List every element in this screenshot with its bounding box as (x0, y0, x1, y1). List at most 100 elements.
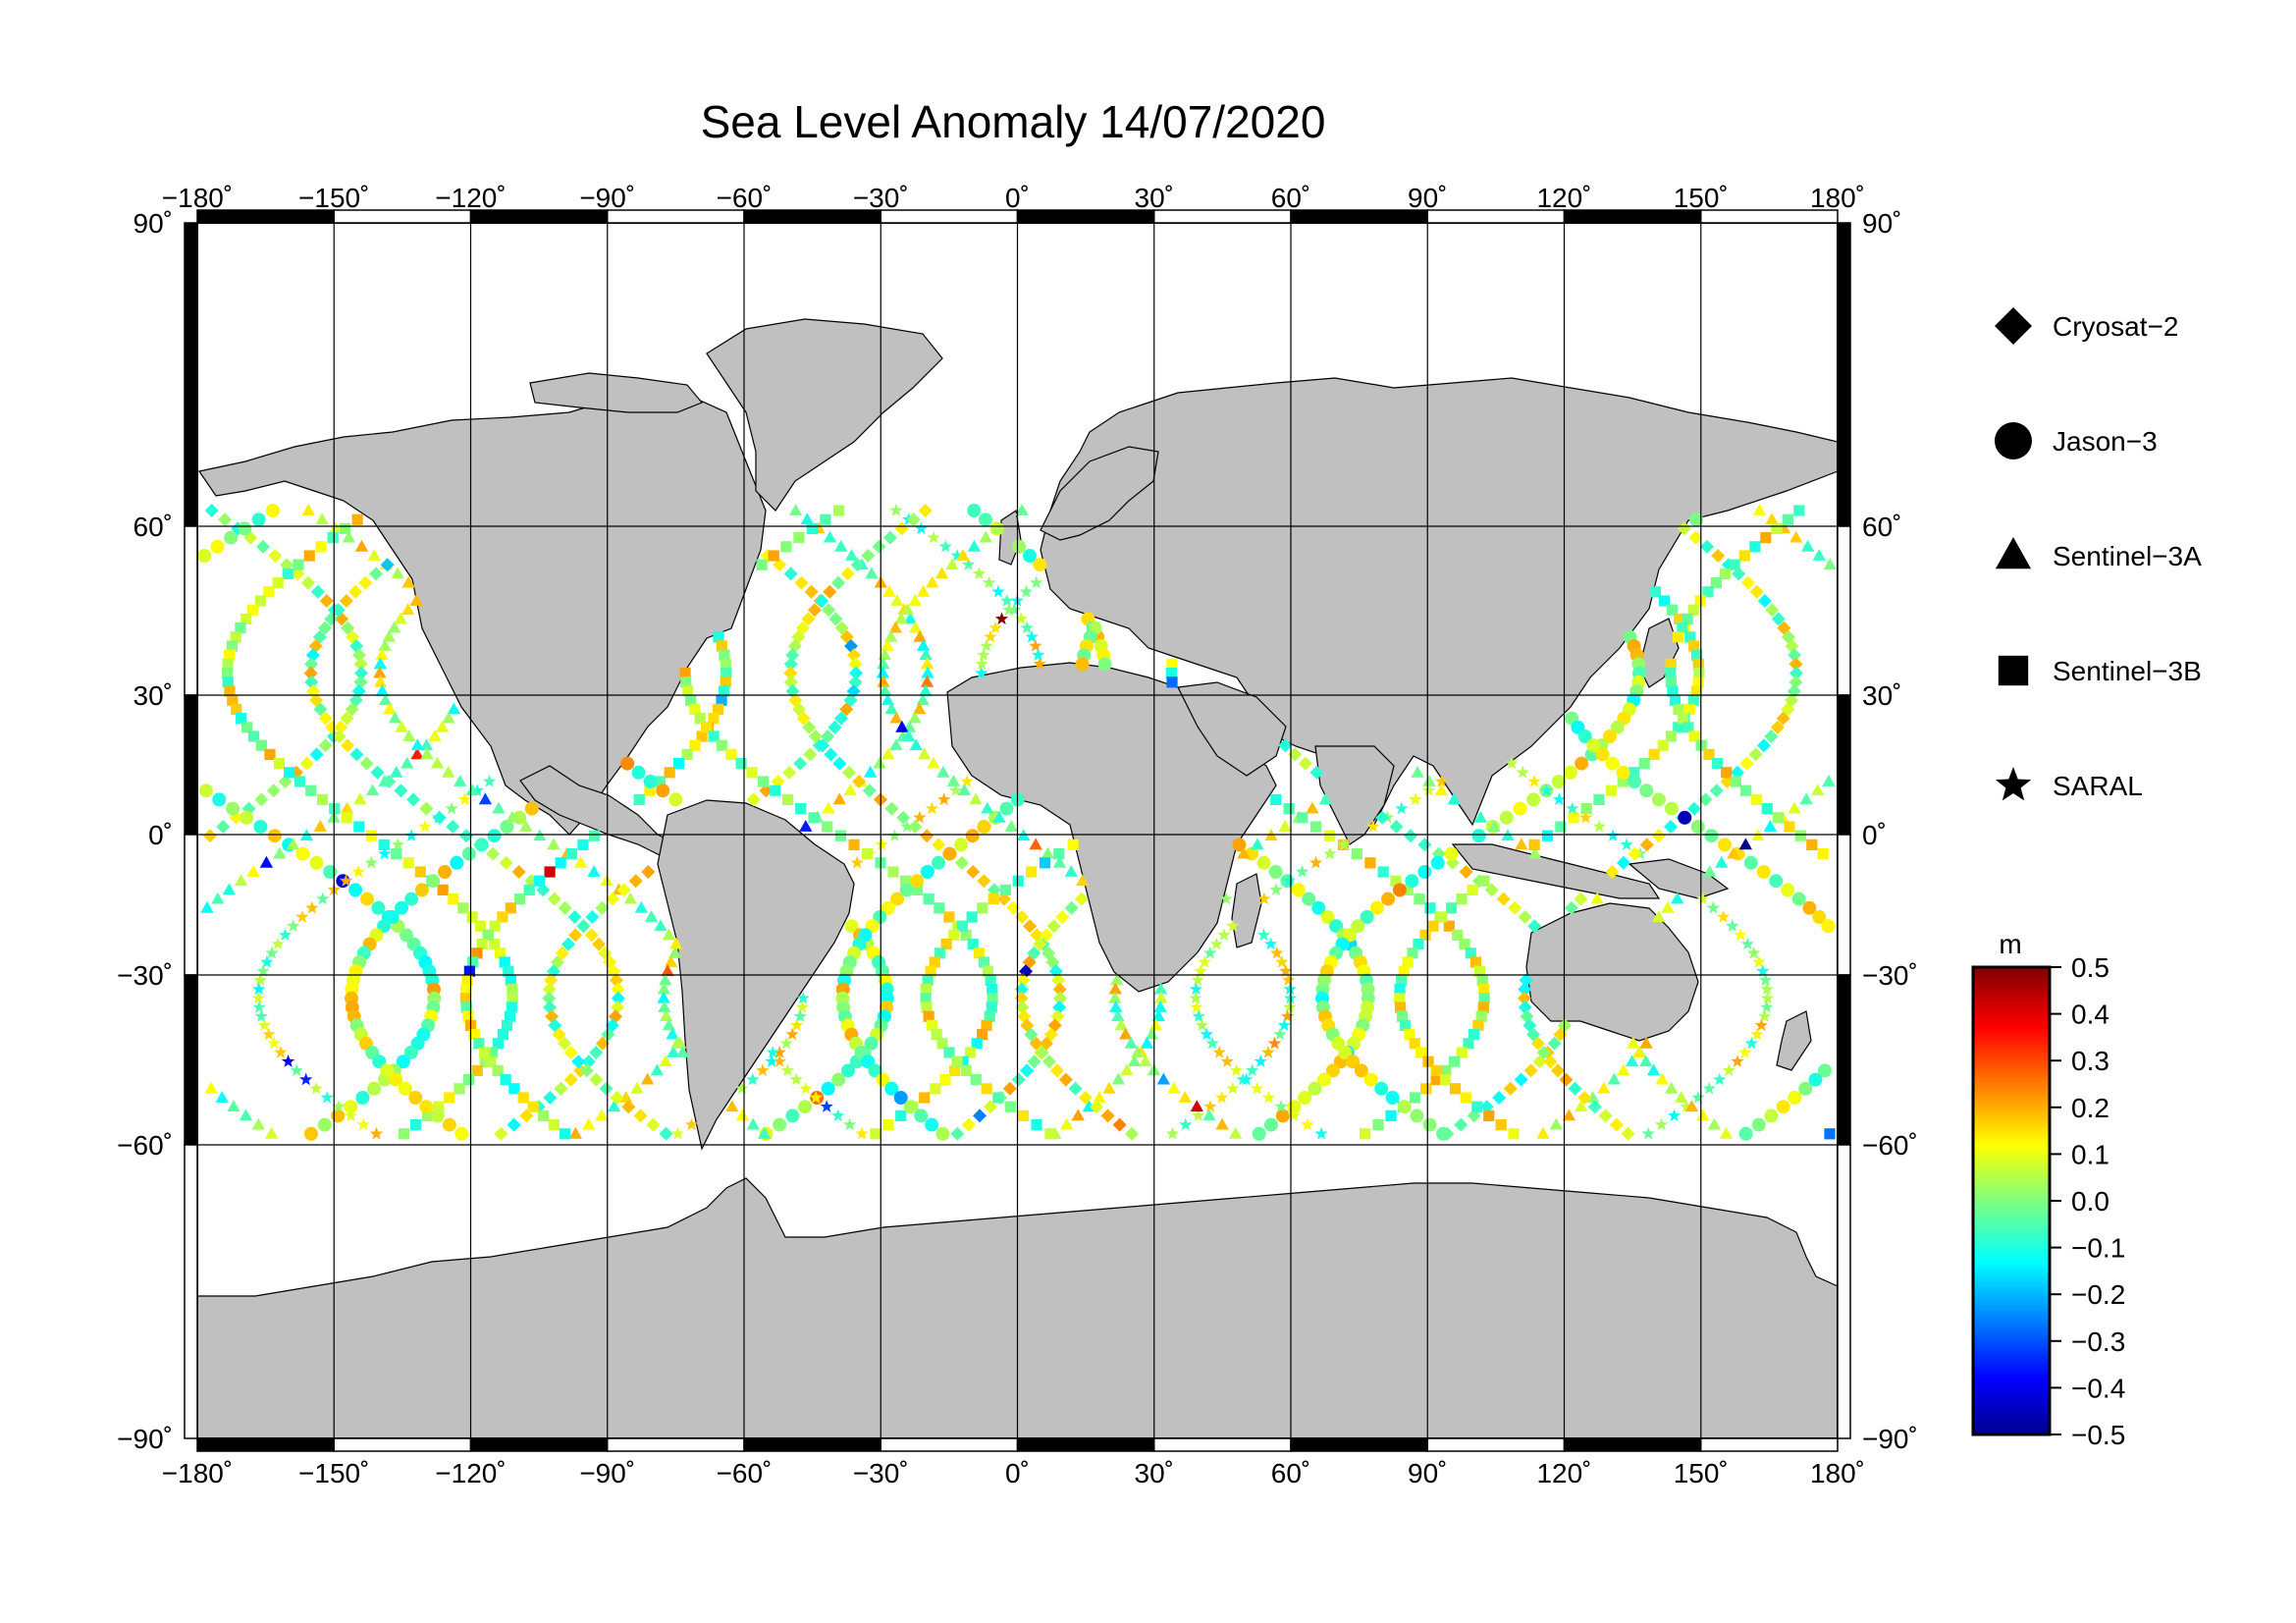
lon-label-bottom: −90˚ (579, 1458, 635, 1488)
colorbar-tick-label: −0.4 (2071, 1373, 2125, 1403)
track-point (689, 739, 701, 751)
track-point (262, 1027, 276, 1041)
track-point (938, 539, 952, 553)
track-point (373, 666, 387, 678)
track-point (494, 1126, 508, 1141)
track-point (421, 1109, 434, 1121)
track-point (932, 838, 946, 852)
track-point (1110, 973, 1124, 986)
track-point (1148, 1018, 1163, 1031)
track-point (657, 982, 671, 995)
track-point (1226, 1081, 1240, 1095)
track-point (610, 1091, 624, 1105)
track-point (1597, 1081, 1611, 1094)
track-point (1064, 900, 1079, 915)
track-point (889, 738, 903, 751)
track-point (1027, 1055, 1041, 1069)
track-point (1752, 504, 1767, 515)
track-point (895, 720, 909, 732)
track-point (1240, 1072, 1254, 1086)
track-point (255, 739, 267, 751)
track-point (864, 765, 878, 778)
colorbar-tick-label: 0.3 (2071, 1046, 2109, 1076)
track-point (1405, 874, 1419, 889)
track-point (1639, 1055, 1653, 1067)
track-point (478, 792, 493, 805)
track-point (913, 810, 927, 824)
track-point (325, 720, 340, 734)
track-point (1275, 1109, 1290, 1123)
track-point (931, 1029, 942, 1041)
track-point (1682, 722, 1694, 733)
track-point (862, 784, 877, 798)
track-point (965, 1047, 977, 1058)
track-point (881, 747, 895, 760)
track-point (1718, 838, 1733, 852)
track-point (1212, 1046, 1226, 1058)
track-point (507, 993, 518, 1004)
track-point (341, 812, 352, 824)
track-point (595, 1109, 609, 1121)
track-point (1684, 1100, 1699, 1112)
track-point (222, 658, 234, 670)
track-point (765, 1055, 778, 1067)
track-point (844, 549, 859, 561)
track-point (1409, 1038, 1420, 1050)
track-point (254, 1009, 268, 1022)
track-point (519, 1109, 534, 1123)
track-point (1108, 991, 1122, 1003)
track-point (1068, 1081, 1083, 1096)
track-point (1395, 801, 1409, 815)
lat-label-right: −30˚ (1862, 960, 1918, 991)
track-point (1700, 539, 1715, 554)
track-point (981, 1019, 992, 1031)
track-point (419, 801, 434, 816)
track-point (1761, 803, 1773, 815)
track-point (1456, 1047, 1468, 1058)
track-point (1118, 1027, 1133, 1040)
track-point (1749, 541, 1761, 553)
track-point (339, 874, 353, 887)
frame-segment-bottom (196, 1437, 335, 1452)
landmass-africa (946, 662, 1277, 993)
track-point (1632, 1046, 1646, 1057)
track-point (1394, 984, 1406, 996)
track-point (894, 612, 908, 624)
track-point (975, 657, 988, 671)
track-point (446, 820, 460, 834)
track-point (798, 1100, 813, 1114)
track-point (1505, 756, 1519, 770)
track-point (264, 748, 276, 760)
track-point (1541, 830, 1554, 841)
track-point (1351, 848, 1362, 860)
lon-label-top: −30˚ (853, 183, 909, 213)
track-point (1402, 884, 1414, 895)
track-point (977, 820, 991, 834)
track-point (1564, 900, 1578, 915)
track-point (327, 532, 339, 544)
track-point (1015, 504, 1029, 515)
track-point (1605, 756, 1620, 771)
track-point (272, 577, 284, 589)
track-point (1765, 603, 1780, 618)
track-point (1447, 792, 1461, 805)
track-point (1713, 1072, 1727, 1086)
track-point (1821, 919, 1836, 934)
track-point (912, 884, 924, 895)
track-point (259, 855, 274, 868)
track-point (1519, 973, 1533, 988)
track-point (1665, 658, 1677, 670)
track-point (1760, 1001, 1774, 1013)
track-point (920, 675, 934, 687)
track-point (1430, 1074, 1442, 1086)
track-point (1513, 801, 1527, 816)
track-point (1448, 1055, 1461, 1067)
track-point (1473, 810, 1487, 823)
track-point (476, 939, 488, 950)
track-point (646, 1117, 661, 1132)
track-point (581, 1055, 596, 1069)
track-point (804, 584, 819, 599)
track-point (1478, 875, 1490, 887)
colorbar-tick-label: −0.3 (2071, 1326, 2125, 1357)
track-point (1256, 855, 1271, 870)
